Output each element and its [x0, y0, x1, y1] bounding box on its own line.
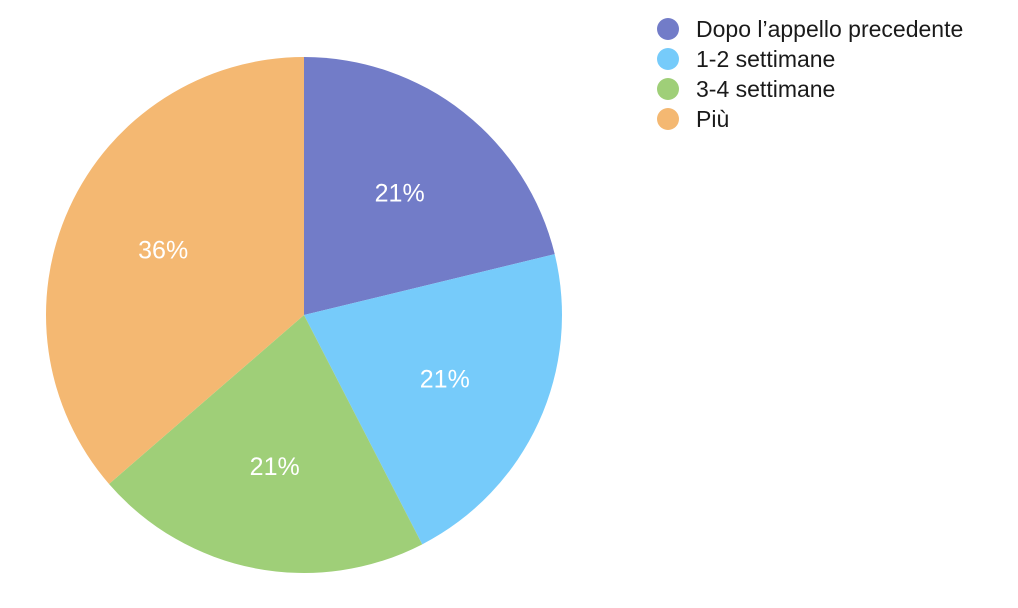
pie-slice-0	[304, 57, 555, 315]
legend-label-3: Più	[696, 106, 729, 132]
legend: Dopo l’appello precedente 1-2 settimane 3-…	[657, 16, 963, 132]
slice-label-2: 21%	[250, 453, 300, 481]
legend-swatch-1	[657, 48, 679, 70]
legend-swatch-0	[657, 18, 679, 40]
pie-slice-1	[304, 254, 562, 545]
legend-label-1: 1-2 settimane	[696, 46, 835, 72]
legend-swatch-3	[657, 108, 679, 130]
legend-swatch-2	[657, 78, 679, 100]
slice-label-1: 21%	[420, 365, 470, 393]
legend-label-2: 3-4 settimane	[696, 76, 835, 102]
pie-slices	[46, 57, 562, 573]
pie-labels: 21% 21% 21% 36%	[138, 179, 470, 481]
legend-label-0: Dopo l’appello precedente	[696, 16, 963, 42]
slice-label-0: 21%	[375, 179, 425, 207]
pie-slice-2	[109, 315, 423, 573]
pie-slice-3	[46, 57, 304, 484]
slice-label-3: 36%	[138, 237, 188, 265]
